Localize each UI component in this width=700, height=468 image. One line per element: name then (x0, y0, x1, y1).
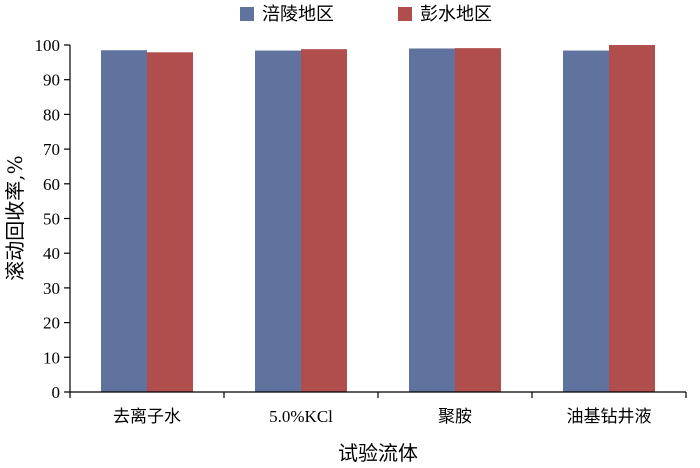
y-tick-label: 60 (43, 175, 60, 194)
y-tick-label: 50 (43, 210, 60, 229)
legend: 涪陵地区 彭水地区 (240, 4, 492, 25)
y-tick-label: 80 (43, 105, 60, 124)
legend-label: 涪陵地区 (262, 4, 334, 25)
x-axis-title: 试验流体 (338, 441, 418, 465)
x-tick-label: 5.0%KCl (269, 407, 333, 426)
y-tick-label: 70 (43, 140, 60, 159)
bar-fuling (101, 50, 147, 393)
y-tick-label: 0 (52, 383, 61, 402)
bar-fuling (409, 48, 455, 392)
bars-group (101, 45, 655, 393)
x-tick-label: 聚胺 (438, 407, 472, 426)
bar-fuling (563, 50, 609, 392)
y-axis-title: 滚动回收率,% (3, 155, 27, 280)
x-tick-label: 去离子水 (113, 407, 181, 426)
bar-pengshui (301, 49, 347, 392)
y-axis: 0 10 20 30 40 50 60 70 80 90 100 (35, 36, 71, 402)
bar-pengshui (455, 48, 501, 393)
y-tick-label: 100 (35, 36, 61, 55)
y-tick-label: 30 (43, 279, 60, 298)
y-tick-label: 90 (43, 71, 60, 90)
bar-fuling (255, 50, 301, 392)
x-tick-label: 油基钻井液 (567, 407, 652, 426)
y-tick-label: 40 (43, 244, 60, 263)
legend-swatch (240, 7, 254, 21)
legend-label: 彭水地区 (420, 4, 492, 25)
bar-pengshui (609, 45, 655, 392)
bar-pengshui (147, 52, 193, 393)
legend-swatch (398, 7, 412, 21)
y-tick-label: 20 (43, 314, 60, 333)
x-axis: 去离子水 5.0%KCl 聚胺 油基钻井液 (69, 391, 687, 426)
y-tick-label: 10 (43, 348, 60, 367)
